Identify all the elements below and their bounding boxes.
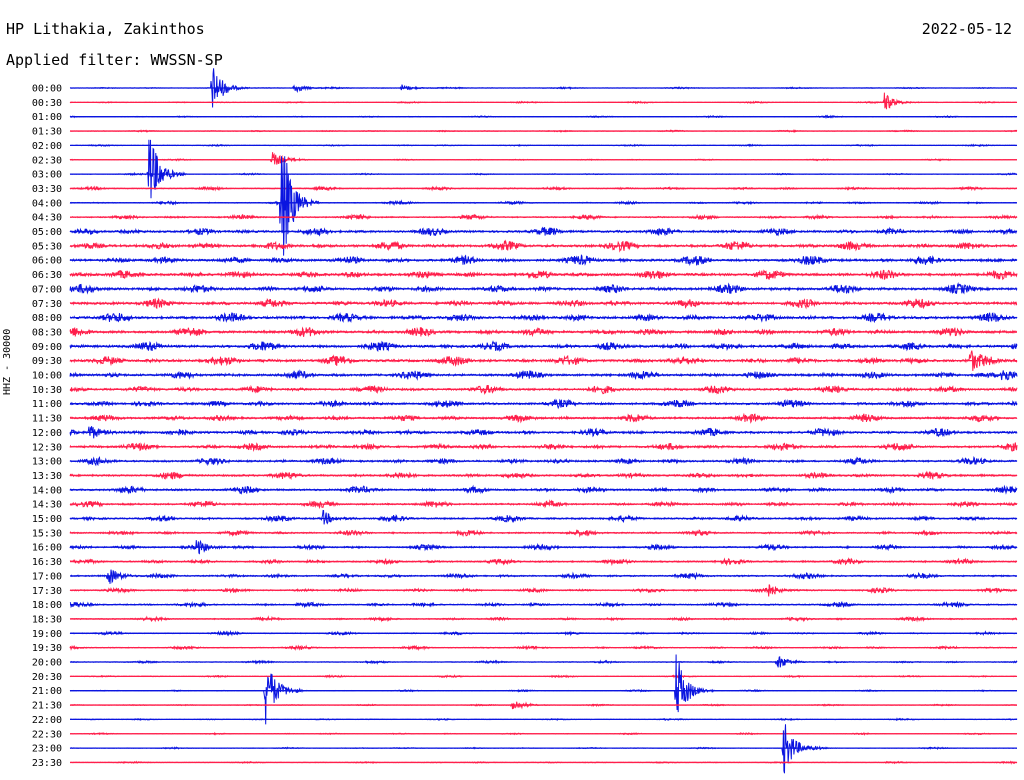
- time-tick-label: 11:00: [32, 399, 62, 410]
- time-tick-label: 20:00: [32, 658, 62, 669]
- time-tick-label: 16:00: [32, 543, 62, 554]
- time-tick-label: 16:30: [32, 557, 62, 568]
- time-tick-label: 01:00: [32, 112, 62, 123]
- time-tick-label: 19:30: [32, 643, 62, 654]
- time-tick-label: 05:30: [32, 241, 62, 252]
- time-tick-label: 14:30: [32, 500, 62, 511]
- time-tick-label: 15:30: [32, 528, 62, 539]
- time-tick-label: 06:30: [32, 270, 62, 281]
- time-tick-label: 13:00: [32, 457, 62, 468]
- time-tick-label: 08:30: [32, 327, 62, 338]
- time-tick-label: 17:30: [32, 586, 62, 597]
- trace-0630-waveform: [69, 269, 1018, 281]
- time-tick-label: 07:30: [32, 299, 62, 310]
- trace-1700-waveform: [70, 569, 1018, 584]
- time-tick-label: 07:00: [32, 284, 62, 295]
- time-tick-label: 10:00: [32, 371, 62, 382]
- time-tick-label: 15:00: [32, 514, 62, 525]
- time-tick-label: 19:00: [32, 629, 62, 640]
- filter-subtitle: Applied filter: WWSSN-SP: [6, 51, 223, 69]
- time-tick-label: 06:00: [32, 256, 62, 267]
- time-tick-label: 10:30: [32, 385, 62, 396]
- time-tick-label: 02:30: [32, 155, 62, 166]
- time-tick-label: 22:30: [32, 729, 62, 740]
- trace-0800-waveform: [69, 311, 1018, 324]
- time-tick-label: 04:00: [32, 198, 62, 209]
- time-tick-label: 12:00: [32, 428, 62, 439]
- time-tick-label: 20:30: [32, 672, 62, 683]
- trace-1500-waveform: [69, 509, 1018, 525]
- time-tick-label: 21:00: [32, 686, 62, 697]
- time-tick-label: 13:30: [32, 471, 62, 482]
- time-tick-label: 23:30: [32, 758, 62, 769]
- time-tick-label: 12:30: [32, 442, 62, 453]
- time-tick-label: 03:30: [32, 184, 62, 195]
- trace-1130-waveform: [69, 412, 1018, 424]
- date-label: 2022-05-12: [921, 20, 1012, 38]
- trace-0400-waveform: [69, 156, 1017, 256]
- time-tick-label: 08:00: [32, 313, 62, 324]
- trace-0900-waveform: [69, 340, 1018, 352]
- time-tick-label: 18:00: [32, 600, 62, 611]
- time-tick-label: 02:00: [32, 141, 62, 152]
- time-tick-label: 05:00: [32, 227, 62, 238]
- trace-0230-waveform: [69, 152, 1017, 165]
- trace-2100-waveform: [69, 654, 1017, 725]
- time-tick-label: 21:30: [32, 701, 62, 712]
- trace-0700-waveform: [69, 282, 1018, 295]
- time-tick-label: 14:00: [32, 485, 62, 496]
- time-tick-label: 00:00: [32, 84, 62, 95]
- time-tick-label: 03:00: [32, 170, 62, 181]
- station-title: HP Lithakia, Zakinthos: [6, 20, 205, 38]
- time-tick-label: 22:00: [32, 715, 62, 726]
- time-tick-label: 09:30: [32, 356, 62, 367]
- time-tick-label: 01:30: [32, 127, 62, 138]
- time-tick-label: 09:00: [32, 342, 62, 353]
- time-tick-label: 23:00: [32, 744, 62, 755]
- time-tick-label: 11:30: [32, 414, 62, 425]
- time-tick-label: 04:30: [32, 213, 62, 224]
- time-tick-label: 17:00: [32, 571, 62, 582]
- trace-2300-waveform: [69, 724, 1017, 774]
- time-tick-label: 00:30: [32, 98, 62, 109]
- time-tick-label: 18:30: [32, 614, 62, 625]
